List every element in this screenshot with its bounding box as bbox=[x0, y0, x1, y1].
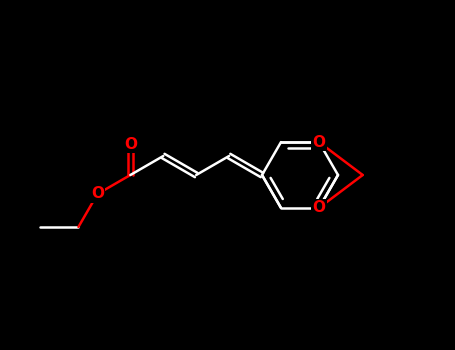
Text: O: O bbox=[313, 135, 325, 149]
Text: O: O bbox=[313, 201, 325, 215]
Text: O: O bbox=[124, 137, 137, 152]
Text: O: O bbox=[91, 187, 104, 202]
